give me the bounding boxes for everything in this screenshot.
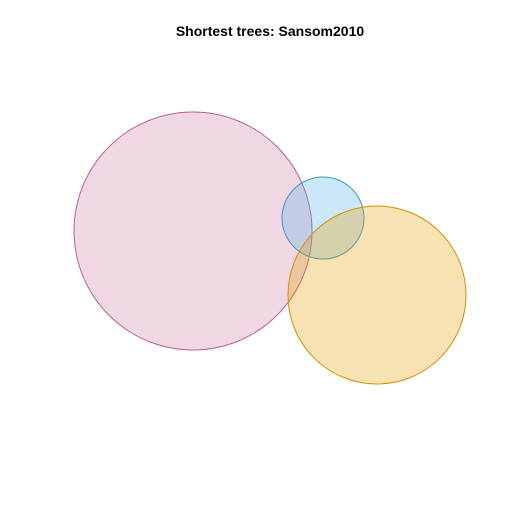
blue-set-circle — [281, 176, 365, 260]
orange-set-circle — [287, 205, 467, 385]
pink-set-circle — [73, 111, 313, 351]
diagram-title: Shortest trees: Sansom2010 — [176, 23, 365, 39]
